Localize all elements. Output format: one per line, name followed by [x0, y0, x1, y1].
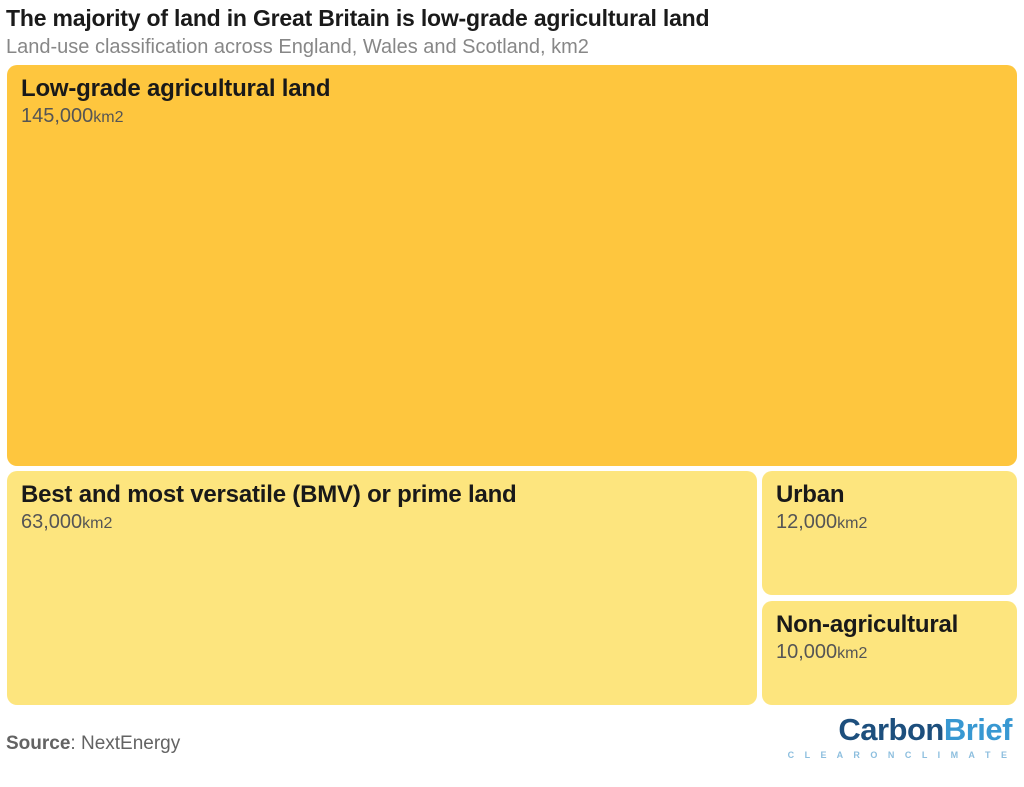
chart-subtitle: Land-use classification across England, …: [6, 36, 589, 58]
treemap-cell-low-grade-agricultural: Low-grade agricultural land 145,000km2: [7, 65, 1017, 466]
treemap-cell-non-agricultural: Non-agricultural 10,000km2: [762, 601, 1017, 705]
logo-brief-text: Brief: [943, 712, 1013, 747]
logo-tagline: C L E A R O N C L I M A T E: [787, 750, 1011, 760]
source-label: Source: [6, 733, 71, 754]
treemap-cell-value: 145,000km2: [21, 104, 1003, 130]
chart-title: The majority of land in Great Britain is…: [6, 5, 710, 31]
treemap-cell-bmv-prime-land: Best and most versatile (BMV) or prime l…: [7, 471, 757, 705]
value-number: 10,000: [776, 641, 838, 663]
treemap-cell-label: Best and most versatile (BMV) or prime l…: [21, 481, 517, 508]
chart-footer: Source: NextEnergy CarbonBrief C L E A R…: [0, 707, 1024, 787]
treemap-cell-label: Non-agricultural: [776, 611, 959, 638]
carbonbrief-logo: CarbonBrief C L E A R O N C L I M A T E: [787, 713, 1013, 761]
treemap-cell-value: 12,000km2: [776, 510, 1003, 536]
logo-carbon-text: Carbon: [838, 712, 944, 747]
value-number: 12,000: [776, 511, 838, 533]
source-value: : NextEnergy: [70, 733, 181, 754]
treemap-cell-value: 63,000km2: [21, 510, 743, 536]
value-number: 145,000: [21, 105, 94, 127]
carbonbrief-logo-wordmark: CarbonBrief: [788, 713, 1012, 747]
treemap-cell-label: Low-grade agricultural land: [21, 75, 331, 102]
value-number: 63,000: [21, 511, 83, 533]
treemap-cell-urban: Urban 12,000km2: [762, 471, 1017, 595]
treemap-cell-label: Urban: [776, 481, 845, 508]
chart-header: The majority of land in Great Britain is…: [6, 4, 1018, 59]
value-unit: km2: [82, 515, 113, 532]
value-unit: km2: [93, 109, 124, 126]
treemap-cell-value: 10,000km2: [776, 640, 1003, 666]
value-unit: km2: [837, 645, 868, 662]
value-unit: km2: [837, 515, 868, 532]
source-note: Source: NextEnergy: [6, 733, 180, 755]
